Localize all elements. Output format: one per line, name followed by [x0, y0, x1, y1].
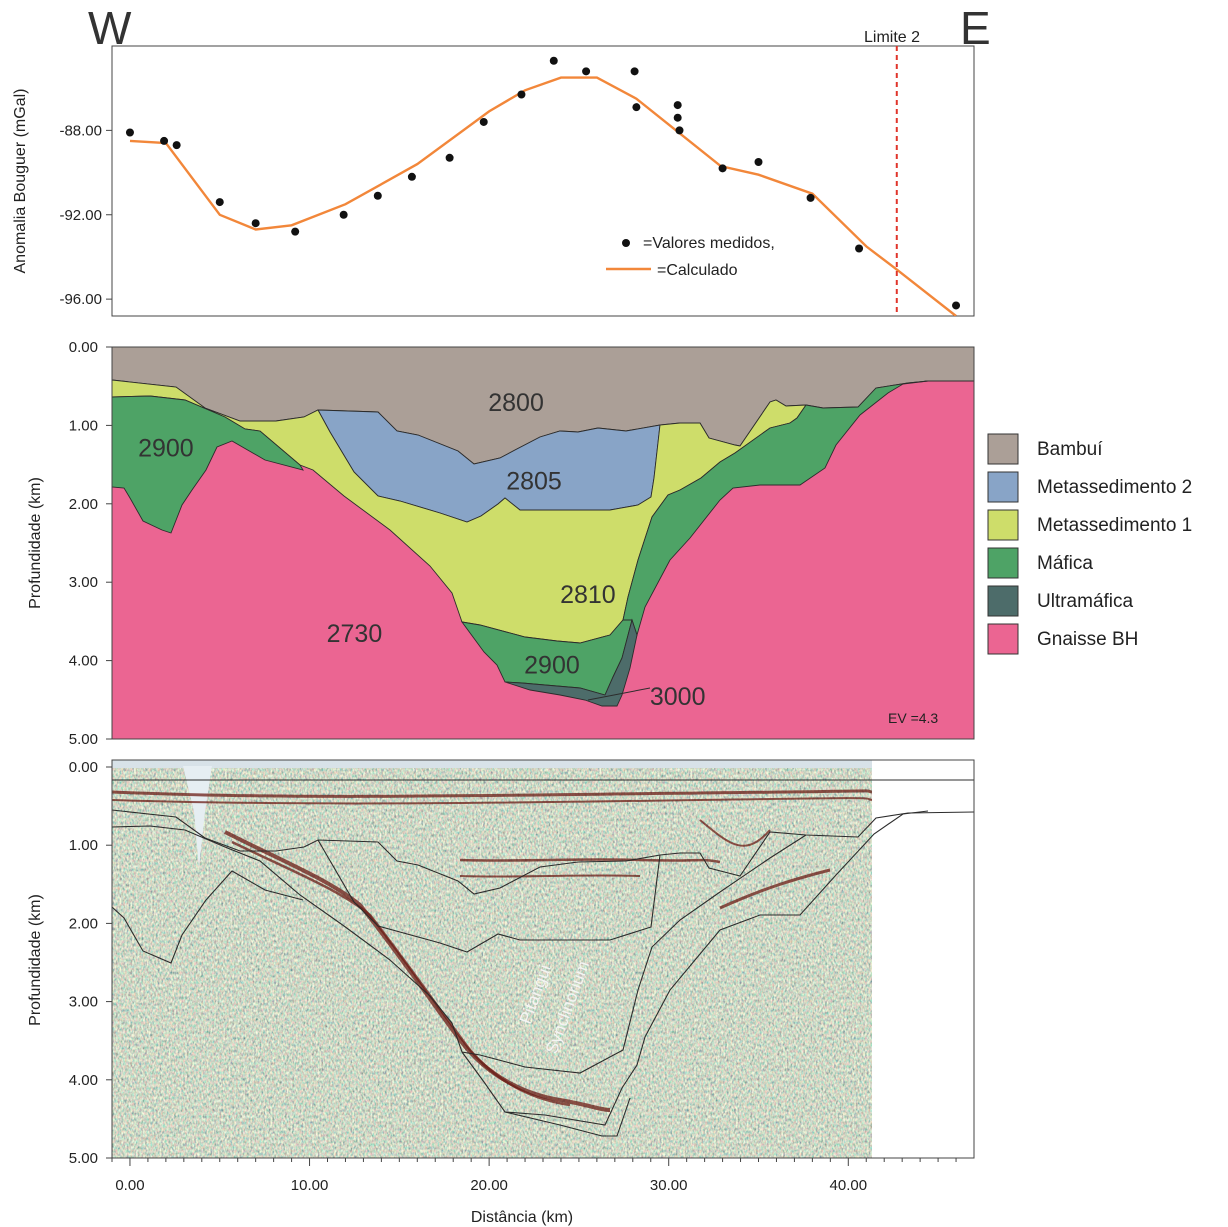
- seismic-section: Pitangui Synclinorium: [111, 760, 975, 1158]
- legend-swatch: [987, 433, 1019, 465]
- gravity-plot-frame: [111, 45, 975, 317]
- legend-calculated-label: =Calculado: [657, 262, 738, 279]
- ultramafica-body: [504, 618, 638, 707]
- x-tick-label: 10.00: [291, 1177, 329, 1194]
- density-model: [111, 346, 975, 739]
- legend-measured-marker: [622, 239, 630, 247]
- model-y-tick-label: 1.00: [69, 417, 98, 434]
- legend-swatch: [987, 585, 1019, 617]
- measured-point: [855, 244, 864, 253]
- x-axis-label: Distância (km): [471, 1209, 573, 1226]
- density-label: 2800: [488, 389, 544, 417]
- legend-label: Máfica: [1037, 553, 1093, 574]
- gravity-y-axis-label: Anomalia Bouguer (mGal): [12, 89, 29, 274]
- seismic-y-axis-label: Profundidade (km): [27, 894, 44, 1026]
- model-y-tick-label: 0.00: [69, 339, 98, 356]
- measured-point: [251, 219, 260, 228]
- measured-point: [549, 56, 558, 65]
- legend-label: Ultramáfica: [1037, 591, 1134, 612]
- measured-series-points: [125, 56, 961, 310]
- calculated-series-line: [129, 76, 957, 316]
- ultramafica-pointer-line: [587, 687, 651, 701]
- legend-label: Bambuí: [1037, 439, 1103, 460]
- gravity-y-tick-label: -96.00: [59, 291, 102, 308]
- measured-point: [373, 191, 382, 200]
- density-label: 2810: [560, 581, 616, 609]
- density-label: 2730: [327, 620, 383, 648]
- measured-point: [675, 126, 684, 135]
- measured-point: [632, 103, 641, 112]
- west-label: W: [88, 2, 132, 54]
- mafica-body-west: [111, 395, 304, 534]
- mafica-body-east: [622, 380, 929, 637]
- legend-swatch: [987, 509, 1019, 541]
- model-y-tick-label: 4.00: [69, 653, 98, 670]
- measured-point: [582, 67, 591, 76]
- measured-point: [407, 172, 416, 181]
- limite-2-label: Limite 2: [864, 29, 920, 46]
- gravity-y-tick-label: -88.00: [59, 122, 102, 139]
- measured-point: [160, 136, 169, 145]
- measured-point: [125, 128, 134, 137]
- measured-point: [517, 90, 526, 99]
- measured-point: [673, 113, 682, 122]
- measured-point: [215, 198, 224, 207]
- model-y-ticks: 0.00 1.00 2.00 3.00 4.00 5.00: [69, 339, 112, 748]
- legend-swatch: [987, 623, 1019, 655]
- x-tick-label: 30.00: [650, 1177, 688, 1194]
- seismic-y-tick-label: 0.00: [69, 759, 98, 776]
- density-label: 2900: [524, 652, 580, 680]
- ev-annotation: EV =4.3: [888, 710, 938, 726]
- legend-measured-label: =Valores medidos,: [643, 235, 775, 252]
- x-tick-label: 40.00: [830, 1177, 868, 1194]
- x-tick-label: 20.00: [470, 1177, 508, 1194]
- east-label: E: [960, 2, 991, 54]
- measured-point: [172, 141, 181, 150]
- measured-point: [630, 67, 639, 76]
- seismic-y-tick-label: 5.00: [69, 1150, 98, 1167]
- measured-point: [952, 301, 961, 310]
- density-labels: 2800 2805 2900 2810 2730 2900 3000: [138, 389, 705, 711]
- seismic-gap: [183, 766, 212, 868]
- seismic-y-tick-label: 2.00: [69, 915, 98, 932]
- measured-point: [291, 227, 300, 236]
- measured-point: [806, 193, 815, 202]
- measured-point: [445, 153, 454, 162]
- gravity-y-ticks: -88.00 -92.00 -96.00: [59, 122, 112, 308]
- model-y-tick-label: 2.00: [69, 496, 98, 513]
- measured-point: [339, 210, 348, 219]
- legend-label: Metassedimento 1: [1037, 515, 1192, 536]
- legend-label: Gnaisse BH: [1037, 629, 1138, 650]
- seismic-y-ticks: 0.00 1.00 2.00 3.00 4.00 5.00: [69, 759, 112, 1167]
- gravity-y-tick-label: -92.00: [59, 207, 102, 224]
- model-y-axis-label: Profundidade (km): [27, 477, 44, 609]
- legend-swatch: [987, 547, 1019, 579]
- density-label: 2900: [138, 434, 194, 462]
- seismic-model-traces: [111, 779, 975, 1137]
- seismic-texture: [112, 760, 872, 1158]
- measured-point: [718, 164, 727, 173]
- measured-point: [754, 158, 763, 167]
- seismic-y-tick-label: 4.00: [69, 1072, 98, 1089]
- density-label: 2805: [506, 467, 562, 495]
- layer-legend: Bambuí Metassedimento 2 Metassedimento 1 Má…: [987, 433, 1192, 655]
- legend-label: Metassedimento 2: [1037, 477, 1192, 498]
- density-label: 3000: [650, 683, 706, 711]
- x-tick-label: 0.00: [115, 1177, 144, 1194]
- density-plot-frame: [111, 346, 975, 740]
- model-y-tick-label: 3.00: [69, 574, 98, 591]
- measured-point: [673, 101, 682, 110]
- model-y-tick-label: 5.00: [69, 731, 98, 748]
- seismic-y-tick-label: 3.00: [69, 994, 98, 1011]
- seismic-x-ticks: 0.00 10.00 20.00 30.00 40.00: [111, 1158, 957, 1194]
- measured-point: [479, 117, 488, 126]
- legend-swatch: [987, 471, 1019, 503]
- seismic-y-tick-label: 1.00: [69, 837, 98, 854]
